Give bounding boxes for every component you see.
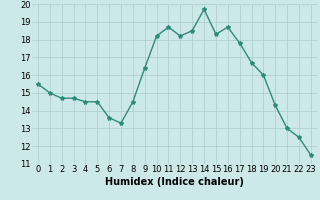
X-axis label: Humidex (Indice chaleur): Humidex (Indice chaleur) xyxy=(105,177,244,187)
